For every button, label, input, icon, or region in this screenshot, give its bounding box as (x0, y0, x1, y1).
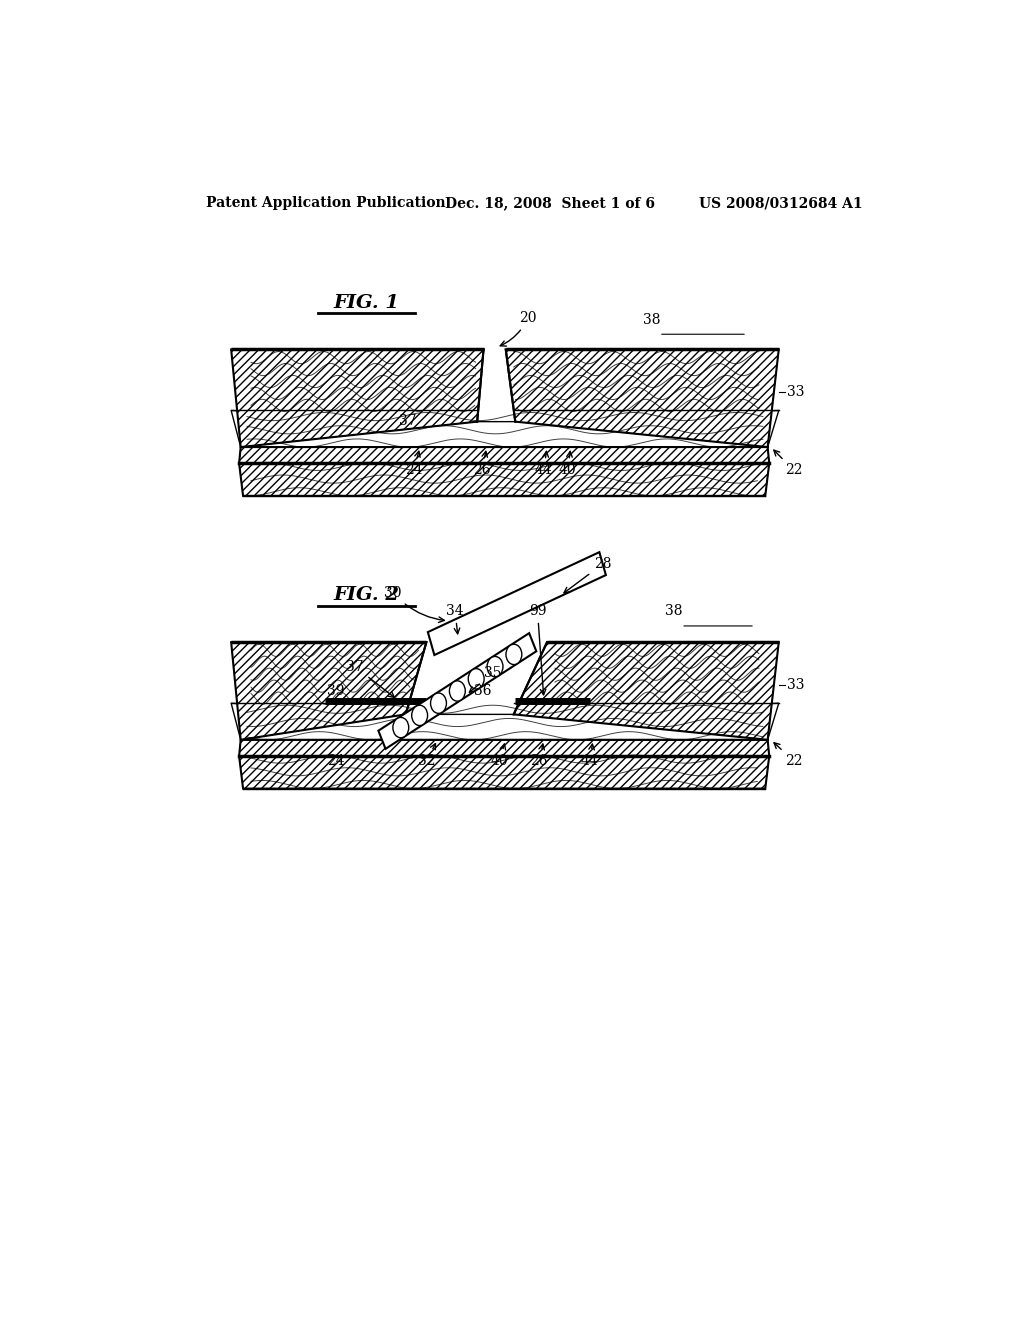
Circle shape (450, 681, 465, 701)
Text: 38: 38 (643, 313, 660, 327)
Text: 99: 99 (528, 603, 546, 694)
Polygon shape (231, 643, 426, 739)
Text: 20: 20 (501, 312, 537, 346)
Text: Patent Application Publication: Patent Application Publication (206, 197, 445, 210)
Circle shape (487, 656, 503, 677)
Polygon shape (428, 552, 606, 655)
Circle shape (506, 644, 522, 664)
Text: 22: 22 (774, 743, 803, 768)
Text: 24: 24 (327, 754, 345, 768)
Text: 40: 40 (559, 451, 577, 478)
Text: 24: 24 (404, 451, 423, 478)
Circle shape (412, 705, 428, 726)
Text: 32: 32 (418, 743, 435, 768)
Text: 28: 28 (564, 557, 611, 593)
Text: 37: 37 (399, 413, 417, 428)
Text: 39: 39 (328, 684, 345, 698)
Polygon shape (240, 463, 769, 496)
Text: 26: 26 (473, 451, 490, 478)
Text: Dec. 18, 2008  Sheet 1 of 6: Dec. 18, 2008 Sheet 1 of 6 (445, 197, 655, 210)
Circle shape (468, 669, 484, 689)
Text: 33: 33 (787, 385, 805, 399)
Text: 44: 44 (535, 451, 553, 478)
Text: 40: 40 (490, 744, 508, 768)
Circle shape (393, 718, 409, 738)
Text: 34: 34 (446, 603, 464, 634)
Text: 30: 30 (384, 586, 444, 623)
Text: 35: 35 (469, 665, 502, 692)
Polygon shape (240, 447, 769, 463)
Text: FIG. 2: FIG. 2 (333, 586, 399, 605)
Text: 38: 38 (666, 603, 683, 618)
Polygon shape (240, 756, 769, 788)
Text: US 2008/0312684 A1: US 2008/0312684 A1 (699, 197, 863, 210)
Polygon shape (240, 739, 769, 756)
Text: 26: 26 (530, 744, 548, 768)
Text: 37: 37 (346, 660, 394, 697)
Text: 22: 22 (774, 450, 803, 478)
Text: 33: 33 (787, 678, 805, 692)
Text: 36: 36 (474, 684, 492, 698)
Polygon shape (379, 634, 537, 748)
Polygon shape (231, 411, 778, 447)
Text: 44: 44 (581, 744, 599, 768)
Circle shape (430, 693, 446, 713)
Text: FIG. 1: FIG. 1 (333, 294, 399, 312)
Polygon shape (514, 643, 778, 739)
Polygon shape (506, 350, 778, 447)
Polygon shape (231, 704, 778, 739)
Polygon shape (231, 350, 483, 447)
